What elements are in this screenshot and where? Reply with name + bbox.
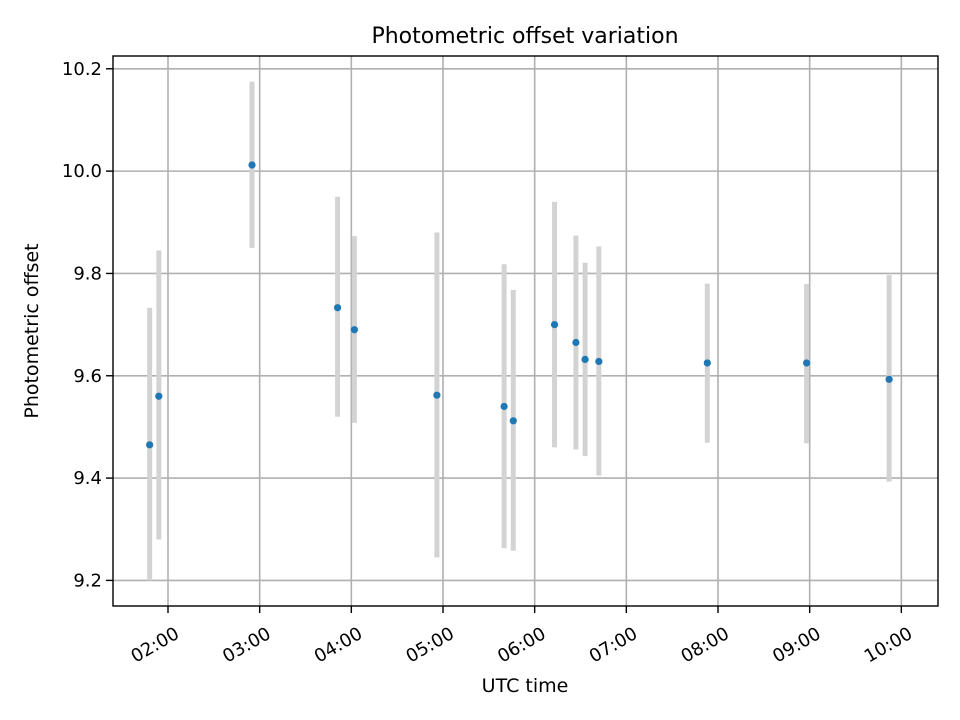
data-point xyxy=(509,417,517,425)
chart-title: Photometric offset variation xyxy=(371,24,678,49)
data-point xyxy=(885,375,893,383)
y-tick-label: 9.2 xyxy=(73,570,102,591)
grid-layer xyxy=(113,56,938,606)
plot-frame xyxy=(112,55,939,607)
data-point xyxy=(333,304,342,312)
y-tick-label: 9.4 xyxy=(73,468,102,489)
y-tick-label: 9.8 xyxy=(73,263,102,284)
data-point xyxy=(500,402,508,411)
data-point xyxy=(155,392,163,400)
data-point xyxy=(595,357,603,366)
data-point xyxy=(248,161,256,169)
data-point-layer xyxy=(146,161,893,449)
y-tick-label: 9.6 xyxy=(73,366,102,387)
y-tick-label: 10.2 xyxy=(62,59,102,80)
data-point xyxy=(803,359,811,367)
y-axis-label: Photometric offset xyxy=(21,243,43,418)
y-tick-label: 10.0 xyxy=(62,161,102,182)
data-point xyxy=(581,355,589,363)
data-point xyxy=(350,326,358,334)
data-point xyxy=(550,321,559,329)
data-point xyxy=(433,391,441,399)
x-axis-label: UTC time xyxy=(482,675,569,697)
data-point xyxy=(572,338,580,347)
data-point xyxy=(146,441,154,449)
data-point xyxy=(703,359,711,367)
